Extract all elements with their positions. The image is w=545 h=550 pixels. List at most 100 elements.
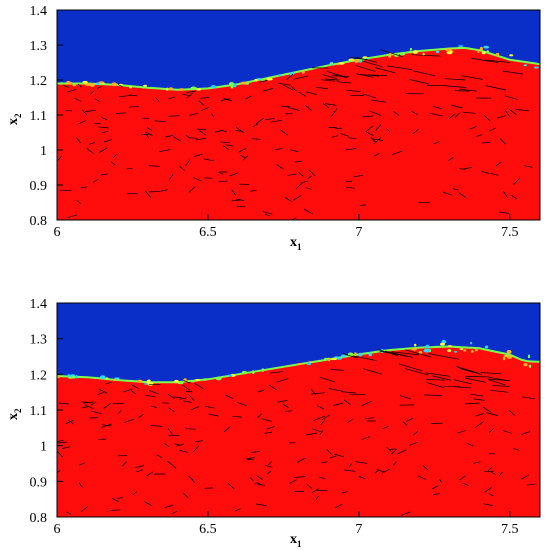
interface-blob — [260, 78, 266, 81]
velocity-vector — [57, 441, 67, 444]
velocity-vector — [63, 85, 70, 88]
velocity-vector — [490, 172, 499, 176]
velocity-vector — [225, 394, 234, 399]
interface-blob — [66, 81, 71, 84]
velocity-vector — [488, 376, 508, 381]
velocity-vector — [86, 148, 94, 154]
velocity-vector — [82, 406, 89, 409]
interface-blob — [327, 357, 331, 362]
velocity-vector — [185, 134, 191, 139]
velocity-vector — [74, 97, 82, 102]
velocity-vector — [524, 165, 533, 168]
velocity-vector — [121, 461, 127, 467]
velocity-vector — [188, 475, 194, 481]
y-tick-label: 0.9 — [30, 475, 48, 490]
velocity-vector — [179, 449, 188, 453]
interface-blob — [528, 364, 532, 368]
velocity-vector — [393, 461, 397, 466]
interface-blob — [114, 377, 120, 380]
y-tick-label: 1 — [40, 440, 47, 455]
interface-blob — [477, 49, 480, 54]
velocity-vector — [513, 178, 521, 185]
y-tick-label: 0.9 — [30, 179, 48, 194]
velocity-vector — [65, 419, 74, 425]
velocity-vector — [194, 440, 203, 443]
velocity-vector — [322, 102, 330, 109]
x-tick-label: 6.5 — [199, 225, 217, 240]
velocity-vector — [275, 148, 283, 150]
x-axis-title: x1 — [290, 532, 302, 549]
interface-blob — [454, 350, 458, 353]
velocity-vector — [392, 150, 403, 155]
interface-blob — [495, 52, 500, 57]
velocity-vector — [75, 137, 81, 144]
velocity-vector — [325, 103, 337, 106]
velocity-vector — [458, 192, 466, 198]
velocity-vector — [290, 149, 299, 152]
interface-blob — [534, 66, 539, 69]
velocity-vector — [502, 430, 512, 434]
velocity-vector — [160, 189, 169, 192]
velocity-vector — [287, 106, 300, 111]
interface-blob — [348, 58, 355, 61]
velocity-vector — [432, 493, 440, 495]
interface-blob — [502, 356, 506, 361]
velocity-vector — [300, 180, 309, 184]
interface-blob — [105, 377, 109, 380]
velocity-vector — [418, 475, 427, 480]
interface-blob — [308, 361, 312, 363]
velocity-vector — [188, 394, 195, 401]
velocity-vector — [429, 112, 443, 117]
velocity-vector — [469, 126, 477, 130]
velocity-vector — [306, 91, 317, 95]
velocity-vector — [81, 109, 88, 116]
velocity-vector — [405, 368, 429, 376]
interface-blob — [527, 354, 531, 359]
velocity-vector — [319, 376, 336, 383]
velocity-vector — [235, 126, 244, 133]
velocity-vector — [186, 92, 194, 99]
velocity-vector — [278, 82, 291, 86]
velocity-vector — [428, 353, 460, 360]
velocity-vector — [284, 197, 292, 202]
velocity-vector — [211, 113, 215, 118]
velocity-vector — [422, 465, 429, 471]
velocity-vector — [515, 109, 530, 112]
velocity-vector — [329, 455, 337, 459]
velocity-vector — [193, 445, 200, 453]
velocity-vector — [57, 155, 62, 161]
velocity-vector — [402, 421, 408, 426]
x-tick-label: 6.5 — [199, 522, 217, 537]
velocity-vector — [242, 155, 249, 161]
velocity-vector — [193, 177, 202, 182]
velocity-vector — [502, 70, 523, 75]
x-tick-label: 7 — [355, 225, 362, 240]
velocity-vector — [303, 208, 314, 215]
interface-blob — [458, 45, 464, 47]
velocity-vector — [67, 214, 78, 219]
interface-blob — [72, 376, 76, 379]
velocity-vector — [341, 491, 348, 494]
y-tick-labels: 0.8 0.9 1 1.1 1.2 1.3 1.4 — [30, 4, 48, 229]
velocity-vector — [405, 349, 432, 358]
velocity-vector — [308, 169, 316, 177]
velocity-vector — [256, 475, 263, 480]
velocity-vector — [482, 406, 492, 413]
velocity-vector — [426, 382, 444, 388]
velocity-vector — [310, 388, 317, 395]
velocity-vector — [361, 436, 371, 440]
velocity-vector — [361, 60, 383, 68]
velocity-vector — [135, 465, 145, 468]
interface-blob — [168, 87, 173, 91]
velocity-vector — [342, 353, 358, 359]
velocity-vector — [154, 120, 167, 123]
velocity-vector — [247, 458, 254, 460]
interface-noise — [57, 339, 532, 386]
velocity-vector — [319, 430, 324, 435]
velocity-vector — [508, 108, 517, 116]
velocity-vector — [305, 187, 312, 190]
velocity-vector — [100, 173, 109, 176]
velocity-vector — [156, 454, 163, 459]
velocity-vector — [90, 401, 97, 406]
velocity-vector — [268, 384, 278, 391]
